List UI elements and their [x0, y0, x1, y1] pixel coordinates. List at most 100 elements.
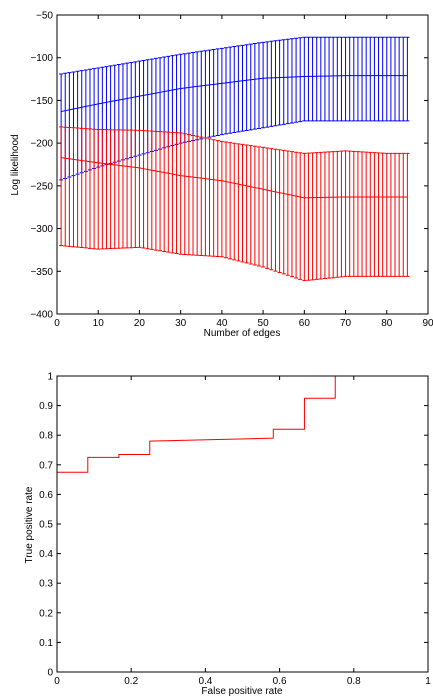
y-tick-label: −400: [30, 310, 53, 321]
error-bar: [360, 151, 365, 277]
error-bar: [100, 129, 105, 250]
y-tick-label: 0.6: [39, 490, 53, 501]
error-bar: [261, 41, 266, 129]
x-tick-label: 60: [299, 318, 311, 329]
error-bar: [360, 36, 365, 122]
error-bar: [153, 130, 158, 251]
error-bar: [79, 127, 84, 249]
error-bar: [108, 129, 113, 250]
error-bar: [388, 152, 393, 277]
error-bar: [182, 133, 187, 255]
x-tick-label: 30: [175, 318, 187, 329]
x-tick-label: 0.8: [347, 676, 361, 687]
error-bar: [322, 36, 327, 122]
error-bar: [75, 127, 80, 248]
error-bar: [355, 36, 360, 122]
x-tick-label: 0.4: [198, 676, 212, 687]
error-bar: [240, 44, 245, 132]
plot-frame: [56, 14, 429, 315]
error-bar: [376, 36, 381, 122]
error-bar: [368, 151, 373, 277]
error-bar: [232, 142, 237, 261]
error-bar: [314, 152, 319, 280]
error-bar: [256, 42, 261, 129]
error-bar: [224, 47, 229, 135]
error-bar: [203, 137, 208, 257]
y-tick-label: 0.3: [39, 579, 53, 590]
error-bar: [380, 152, 385, 277]
error-bar: [273, 148, 278, 272]
y-tick-label: −150: [30, 96, 53, 107]
error-bar: [265, 147, 270, 269]
error-bar: [67, 126, 72, 247]
error-bar: [302, 36, 307, 122]
error-bar: [310, 152, 315, 281]
error-bar: [318, 151, 323, 280]
error-bar: [405, 36, 410, 122]
error-bar: [347, 150, 352, 277]
error-bar: [112, 129, 117, 249]
error-bar: [158, 131, 163, 252]
error-bar: [232, 46, 237, 134]
error-bar: [96, 128, 101, 250]
error-bar: [133, 129, 138, 249]
error-bar: [285, 38, 290, 125]
chart2-ylabel: True positive rate: [24, 486, 35, 563]
error-bar: [203, 50, 208, 139]
error-bar: [351, 150, 356, 277]
error-bar: [137, 129, 142, 248]
error-bar: [331, 151, 336, 279]
series-line: [61, 75, 408, 113]
y-tick-label: 0: [47, 668, 53, 679]
error-bar: [178, 53, 183, 144]
error-bar: [248, 145, 253, 265]
error-bar: [59, 126, 64, 247]
error-bar: [401, 36, 406, 122]
error-bar: [294, 151, 299, 279]
error-bar: [228, 46, 233, 134]
error-bar: [129, 129, 134, 249]
error-bar: [125, 129, 130, 249]
error-bar: [343, 36, 348, 122]
error-bar: [368, 36, 373, 122]
roc-chart: False positive rate True positive rate 0…: [24, 372, 431, 698]
y-tick-label: −350: [30, 267, 53, 278]
y-tick-label: 0.1: [39, 638, 53, 649]
error-bar: [178, 132, 183, 255]
error-bar: [83, 128, 88, 249]
error-bar: [372, 152, 377, 277]
error-bar: [298, 152, 303, 280]
error-bar: [401, 152, 406, 277]
error-bar: [393, 36, 398, 122]
error-bar: [364, 151, 369, 277]
error-bar: [322, 151, 327, 280]
error-bar: [219, 47, 224, 136]
x-tick-label: 0: [54, 318, 60, 329]
error-bar: [236, 143, 241, 262]
error-bar: [294, 37, 299, 123]
error-bar: [186, 52, 191, 142]
error-bar: [207, 138, 212, 257]
error-bar: [335, 36, 340, 122]
error-bar: [302, 152, 307, 282]
error-bar: [310, 36, 315, 122]
error-bar: [372, 36, 377, 122]
error-bar: [71, 127, 76, 248]
error-bar: [186, 134, 191, 256]
y-tick-label: 0.9: [39, 401, 53, 412]
x-tick-label: 90: [422, 318, 433, 329]
error-bar: [174, 54, 179, 145]
x-tick-label: 40: [216, 318, 228, 329]
series-line: [57, 376, 428, 672]
error-bar: [380, 36, 385, 122]
error-bar: [281, 149, 286, 275]
error-bar: [252, 145, 257, 266]
x-tick-label: 1: [425, 676, 431, 687]
x-tick-label: 70: [340, 318, 352, 329]
error-bar: [211, 139, 216, 257]
series-1: [59, 36, 410, 181]
error-bar: [335, 150, 340, 278]
series-2: [59, 126, 410, 282]
y-tick-label: −100: [30, 53, 53, 64]
